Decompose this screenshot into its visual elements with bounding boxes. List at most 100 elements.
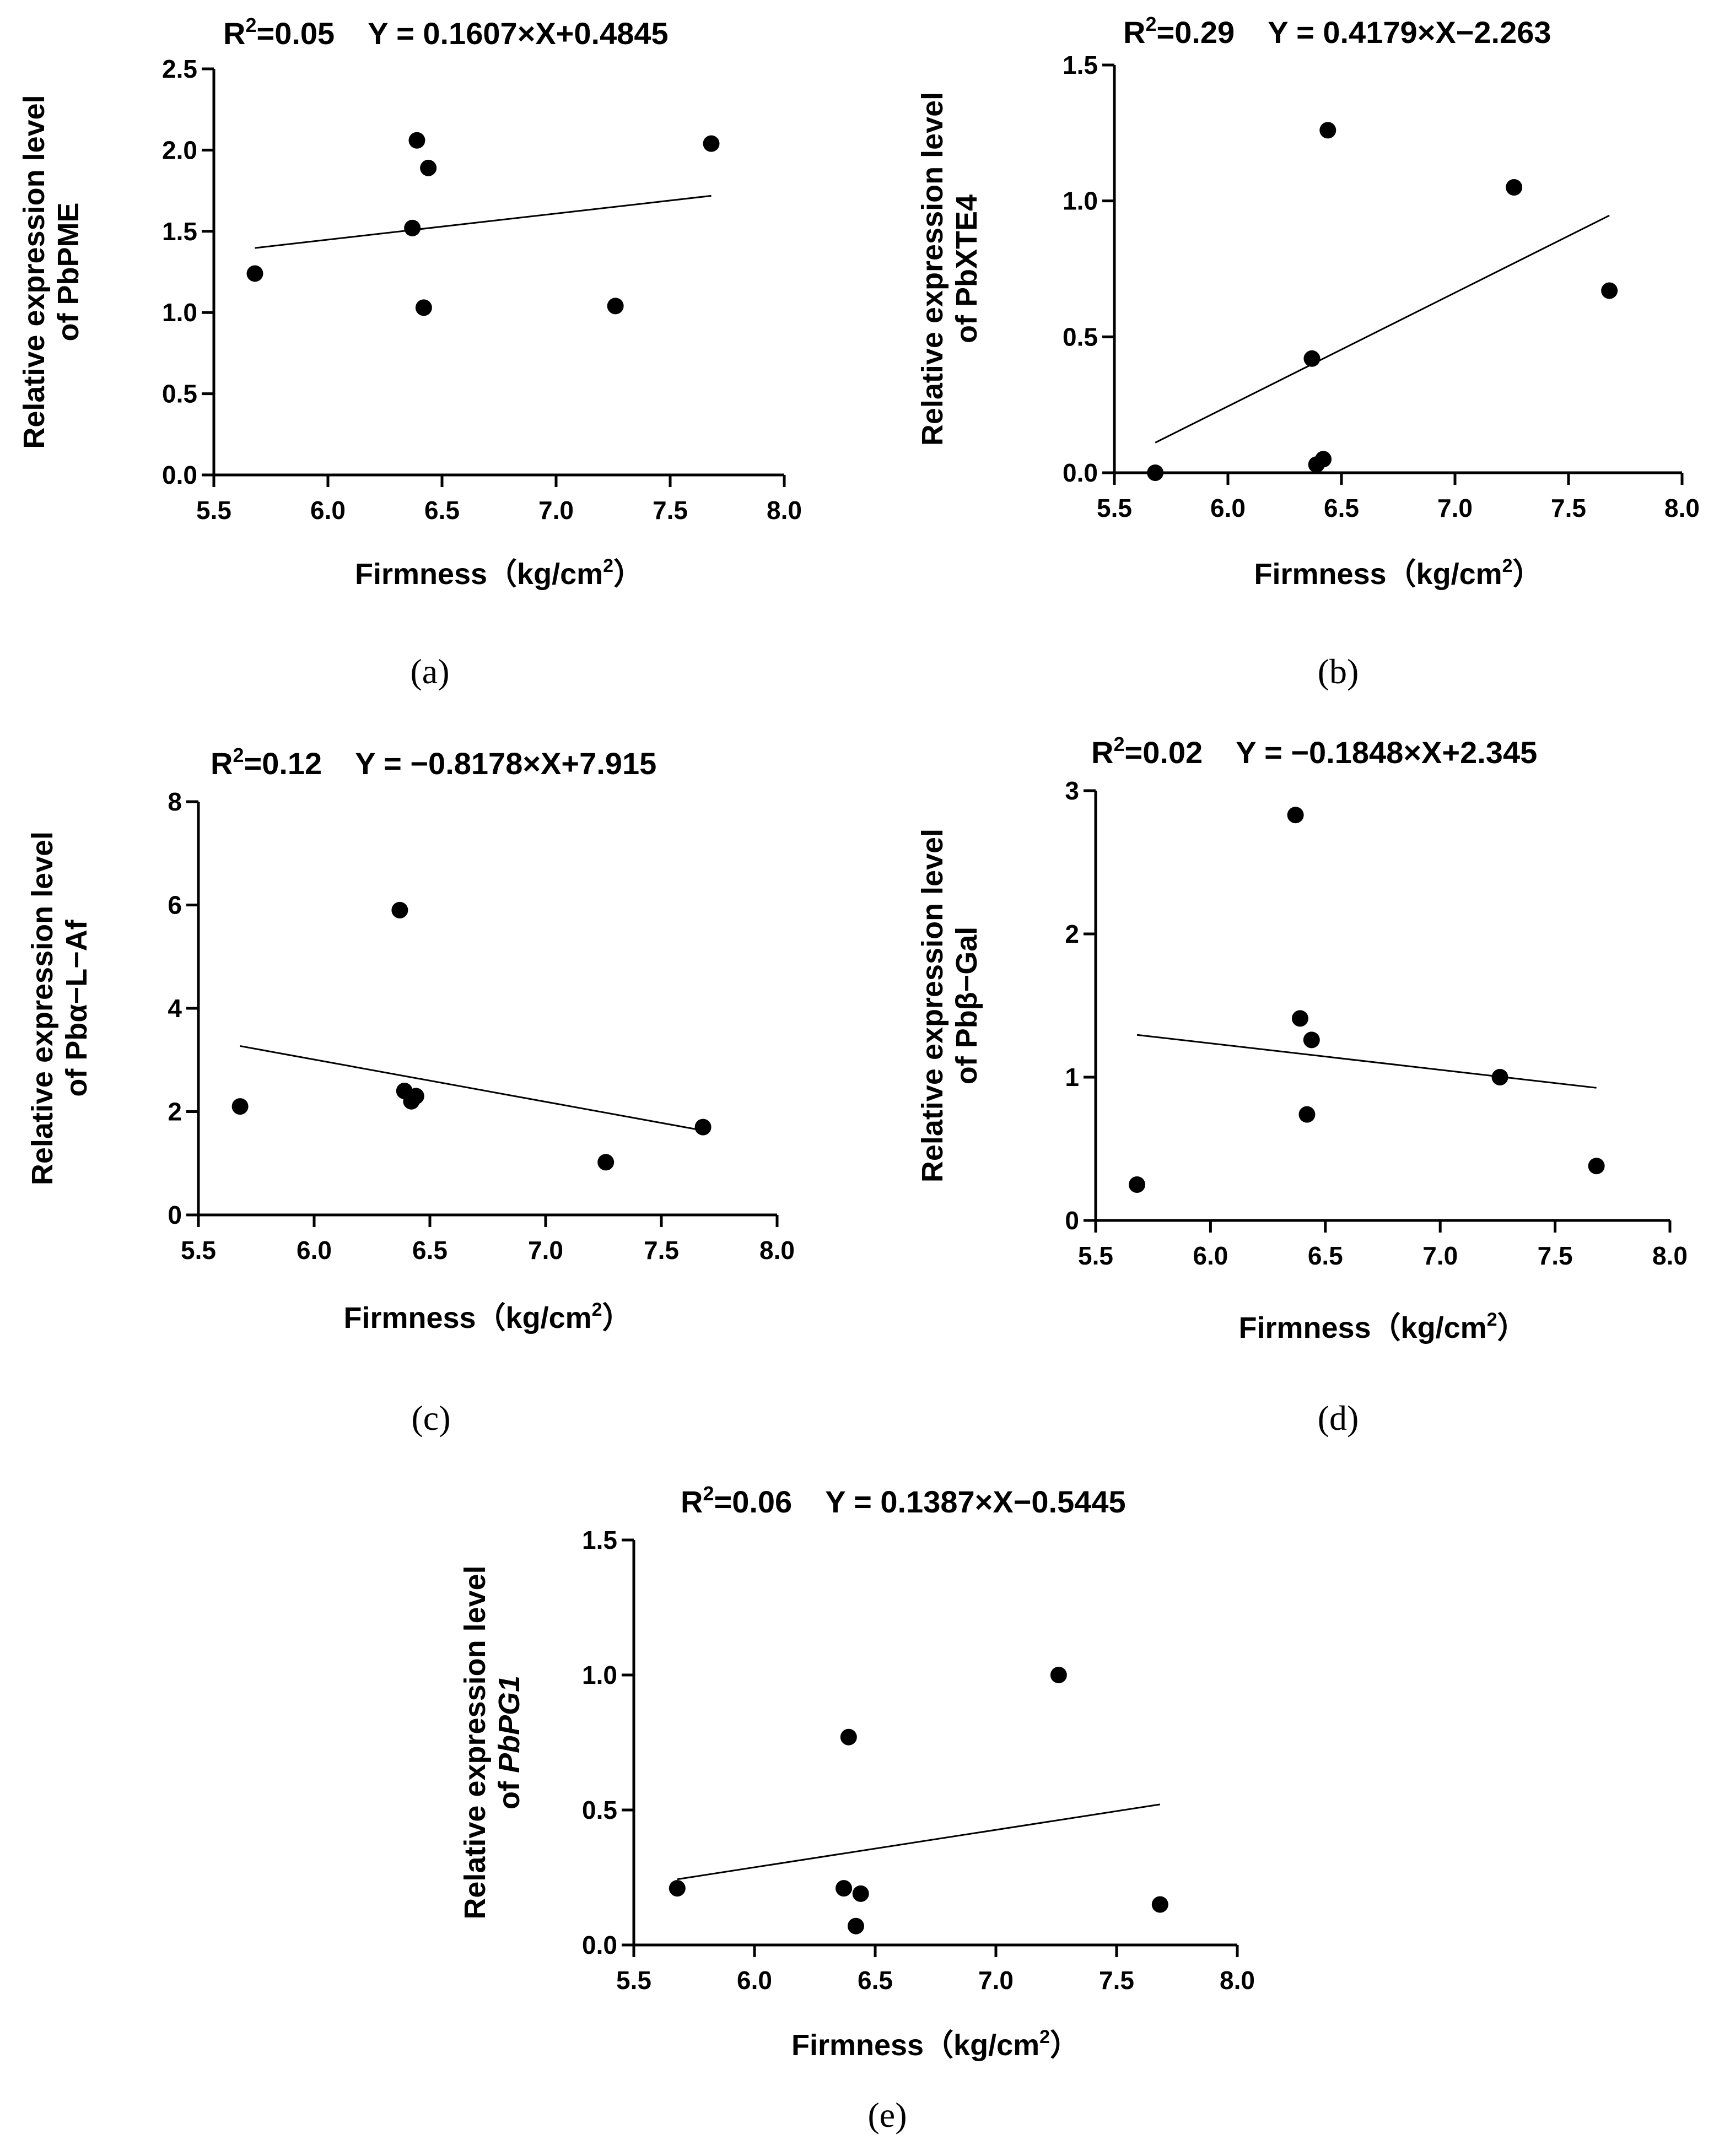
x-tick-label: 8.0: [1220, 1966, 1255, 1995]
regression-line: [255, 194, 712, 249]
x-tick-label: 6.0: [310, 496, 346, 525]
y-tick-label: 2: [1065, 920, 1079, 948]
x-tick-label: 6.0: [1210, 494, 1246, 522]
equation-text: R2=0.06 Y = 0.1387×X−0.5445: [681, 1482, 1126, 1519]
x-tick-label: 5.5: [1078, 1241, 1113, 1270]
data-point: [703, 135, 720, 152]
x-axis-label-sup: 2: [592, 1299, 602, 1320]
r2-value: =0.12: [244, 746, 322, 781]
regression-line: [677, 1803, 1161, 1881]
data-point: [852, 1885, 869, 1902]
y-axis-label-line2: of Pbα−L−Af: [60, 919, 93, 1096]
x-axis-label-main: Firmness（kg/cm: [791, 2029, 1039, 2062]
data-point: [1319, 122, 1336, 139]
r2-superscript: 2: [245, 14, 256, 36]
data-point: [231, 1098, 249, 1115]
panel-label: (b): [1318, 652, 1359, 691]
x-tick-label: 5.5: [616, 1966, 651, 1995]
data-point: [669, 1880, 686, 1897]
equation-text: R2=0.12 Y = −0.8178×X+7.915: [211, 744, 656, 781]
x-tick-label: 8.0: [1664, 494, 1700, 522]
x-tick-label: 7.0: [528, 1236, 563, 1265]
y-tick-label: 1.5: [1063, 51, 1098, 79]
r2-prefix: R: [681, 1484, 703, 1519]
y-tick-label: 2.5: [162, 55, 197, 83]
r2-superscript: 2: [703, 1482, 714, 1505]
x-tick-label: 6.5: [424, 496, 460, 525]
x-tick-label: 5.5: [181, 1236, 216, 1265]
y-tick-label: 0: [1065, 1206, 1079, 1235]
regression-formula: Y = 0.1387×X−0.5445: [825, 1484, 1125, 1519]
y-label-prefix: of: [493, 1773, 526, 1809]
data-point: [1151, 1896, 1168, 1913]
x-tick-label: 7.0: [1437, 494, 1473, 522]
y-tick-label: 2.0: [162, 136, 197, 164]
x-axis-label-main: Firmness（kg/cm: [1238, 1311, 1486, 1344]
y-tick-label: 3: [1065, 776, 1079, 805]
data-point: [836, 1880, 853, 1897]
data-point: [1588, 1158, 1605, 1175]
x-axis-label: Firmness（kg/cm2）: [343, 1299, 632, 1334]
r2-prefix: R: [211, 746, 233, 781]
panel-label: (a): [410, 652, 449, 691]
x-axis-label: Firmness（kg/cm2）: [791, 2027, 1080, 2062]
y-tick-label: 0.0: [582, 1931, 617, 1959]
equation-text: R2=0.05 Y = 0.1607×X+0.4845: [223, 14, 669, 51]
data-point: [1303, 1031, 1320, 1049]
x-axis-label-end: ）: [613, 558, 643, 591]
x-tick-label: 7.5: [1538, 1241, 1573, 1270]
data-point: [408, 132, 425, 149]
x-tick-label: 6.0: [297, 1236, 332, 1265]
x-tick-label: 8.0: [767, 496, 802, 525]
data-point: [1050, 1667, 1067, 1683]
data-point: [1147, 464, 1164, 481]
chart-panel-e: 0.00.51.01.55.5 6.0 6.5 7.0 7.5 8.0R2=0.06 Y =…: [459, 1482, 1255, 2135]
data-point: [694, 1118, 712, 1136]
x-tick-label: 7.0: [1422, 1241, 1458, 1270]
regression-formula: Y = −0.1848×X+2.345: [1236, 735, 1537, 770]
x-axis-label-end: ）: [1497, 1311, 1527, 1344]
x-axis-label-main: Firmness（kg/cm: [343, 1301, 591, 1334]
y-tick-label: 1.0: [162, 298, 197, 327]
x-axis-label-sup: 2: [1502, 555, 1513, 576]
y-axis-label-line1: Relative expression level: [26, 831, 59, 1185]
x-tick-label: 7.0: [538, 496, 574, 525]
x-axis-label-sup: 2: [1487, 1309, 1497, 1330]
x-tick-label: 7.5: [653, 496, 688, 525]
y-tick-label: 0.5: [1063, 322, 1098, 351]
r2-value: =0.06: [714, 1484, 792, 1519]
x-axis-label-sup: 2: [1039, 2027, 1050, 2047]
equation-text: R2=0.02 Y = −0.1848×X+2.345: [1091, 733, 1537, 770]
data-point: [1315, 451, 1332, 468]
data-point: [1298, 1106, 1316, 1123]
y-tick-label: 2: [168, 1098, 182, 1126]
x-tick-label: 7.5: [644, 1236, 679, 1265]
y-tick-label: 1.5: [162, 217, 197, 246]
x-tick-label: 8.0: [759, 1236, 795, 1265]
x-tick-label: 5.5: [196, 496, 231, 525]
r2-value: =0.05: [256, 16, 335, 51]
x-tick-label: 6.0: [737, 1966, 772, 1995]
data-point: [1491, 1069, 1508, 1085]
data-point: [407, 1088, 424, 1105]
regression-formula: Y = 0.1607×X+0.4845: [368, 16, 668, 51]
y-tick-label: 6: [168, 891, 182, 920]
y-axis-label-line2: of PbPG1: [493, 1676, 526, 1809]
x-tick-label: 5.5: [1097, 494, 1132, 522]
data-point: [1287, 807, 1304, 824]
x-axis-label-end: ）: [1050, 2029, 1080, 2062]
r2-prefix: R: [1123, 15, 1145, 50]
x-axis-label-main: Firmness（kg/cm: [1254, 558, 1502, 591]
data-point: [597, 1154, 615, 1171]
y-axis-label-line2: of Pbβ−Gal: [950, 927, 983, 1085]
x-tick-label: 6.5: [412, 1236, 448, 1265]
y-tick-label: 0.5: [582, 1796, 617, 1824]
regression-formula: Y = 0.4179×X−2.263: [1268, 15, 1551, 50]
r2-value: =0.02: [1124, 735, 1203, 770]
data-point: [847, 1917, 864, 1935]
data-point: [1291, 1010, 1308, 1027]
y-axis-label-line2: of PbPME: [52, 203, 85, 342]
y-tick-label: 0: [168, 1201, 182, 1229]
x-tick-label: 7.5: [1551, 494, 1586, 522]
